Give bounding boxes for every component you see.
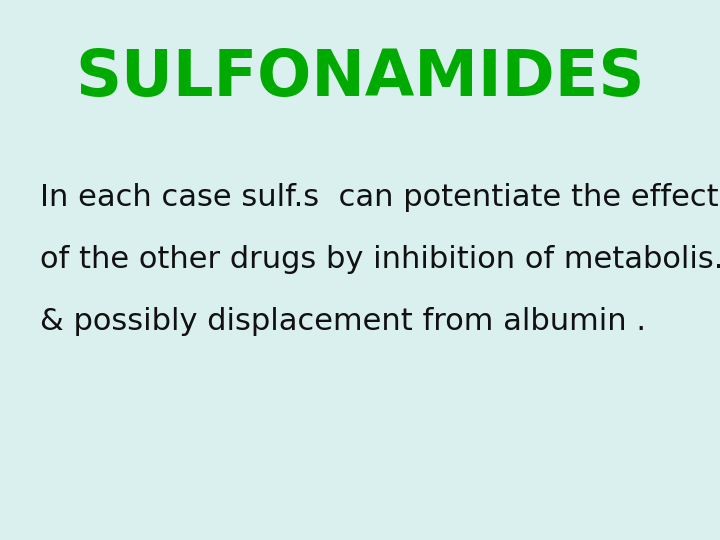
Text: In each case sulf.s  can potentiate the effect: In each case sulf.s can potentiate the e… [40,183,719,212]
Text: of the other drugs by inhibition of metabolis.: of the other drugs by inhibition of meta… [40,245,720,274]
Text: & possibly displacement from albumin .: & possibly displacement from albumin . [40,307,646,336]
Text: SULFONAMIDES: SULFONAMIDES [76,48,644,109]
